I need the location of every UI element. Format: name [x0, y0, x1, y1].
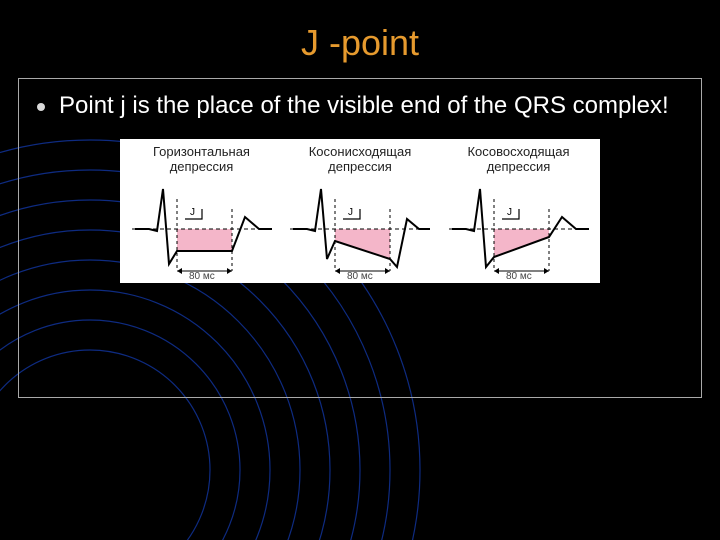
panel-label-line1: Косонисходящая	[309, 144, 412, 159]
panel-label-line1: Горизонтальная	[153, 144, 250, 159]
j-marker: J	[190, 207, 195, 218]
bullet-item: Point j is the place of the visible end …	[29, 91, 691, 121]
j-marker: J	[348, 207, 353, 218]
panel-label-line1: Косовосходящая	[467, 144, 569, 159]
content-box: Point j is the place of the visible end …	[18, 78, 702, 398]
panel-label-line2: депрессия	[487, 159, 551, 174]
ecg-horizontal-svg: J 80 мс	[127, 179, 277, 279]
panel-downsloping: Косонисходящая депрессия J 80 мс	[283, 145, 438, 279]
slide-title: J -point	[0, 0, 720, 78]
bullet-text: Point j is the place of the visible end …	[59, 91, 691, 121]
axis-label: 80 мс	[347, 271, 373, 279]
panel-label-line2: депрессия	[170, 159, 234, 174]
ecg-diagram: Горизонтальная депрессия J 80 мс Косонис…	[120, 139, 600, 283]
axis-label: 80 мс	[506, 271, 532, 279]
panel-label: Косонисходящая депрессия	[309, 145, 412, 177]
bullet-dot-icon	[37, 103, 45, 111]
panel-label: Косовосходящая депрессия	[467, 145, 569, 177]
ecg-downsloping-svg: J 80 мс	[285, 179, 435, 279]
panel-label: Горизонтальная депрессия	[153, 145, 250, 177]
panel-horizontal: Горизонтальная депрессия J 80 мс	[124, 145, 279, 279]
ecg-upsloping-svg: J 80 мс	[444, 179, 594, 279]
panel-upsloping: Косовосходящая депрессия J 80 мс	[441, 145, 596, 279]
j-marker: J	[507, 207, 512, 218]
axis-label: 80 мс	[189, 271, 215, 279]
panel-label-line2: депрессия	[328, 159, 392, 174]
